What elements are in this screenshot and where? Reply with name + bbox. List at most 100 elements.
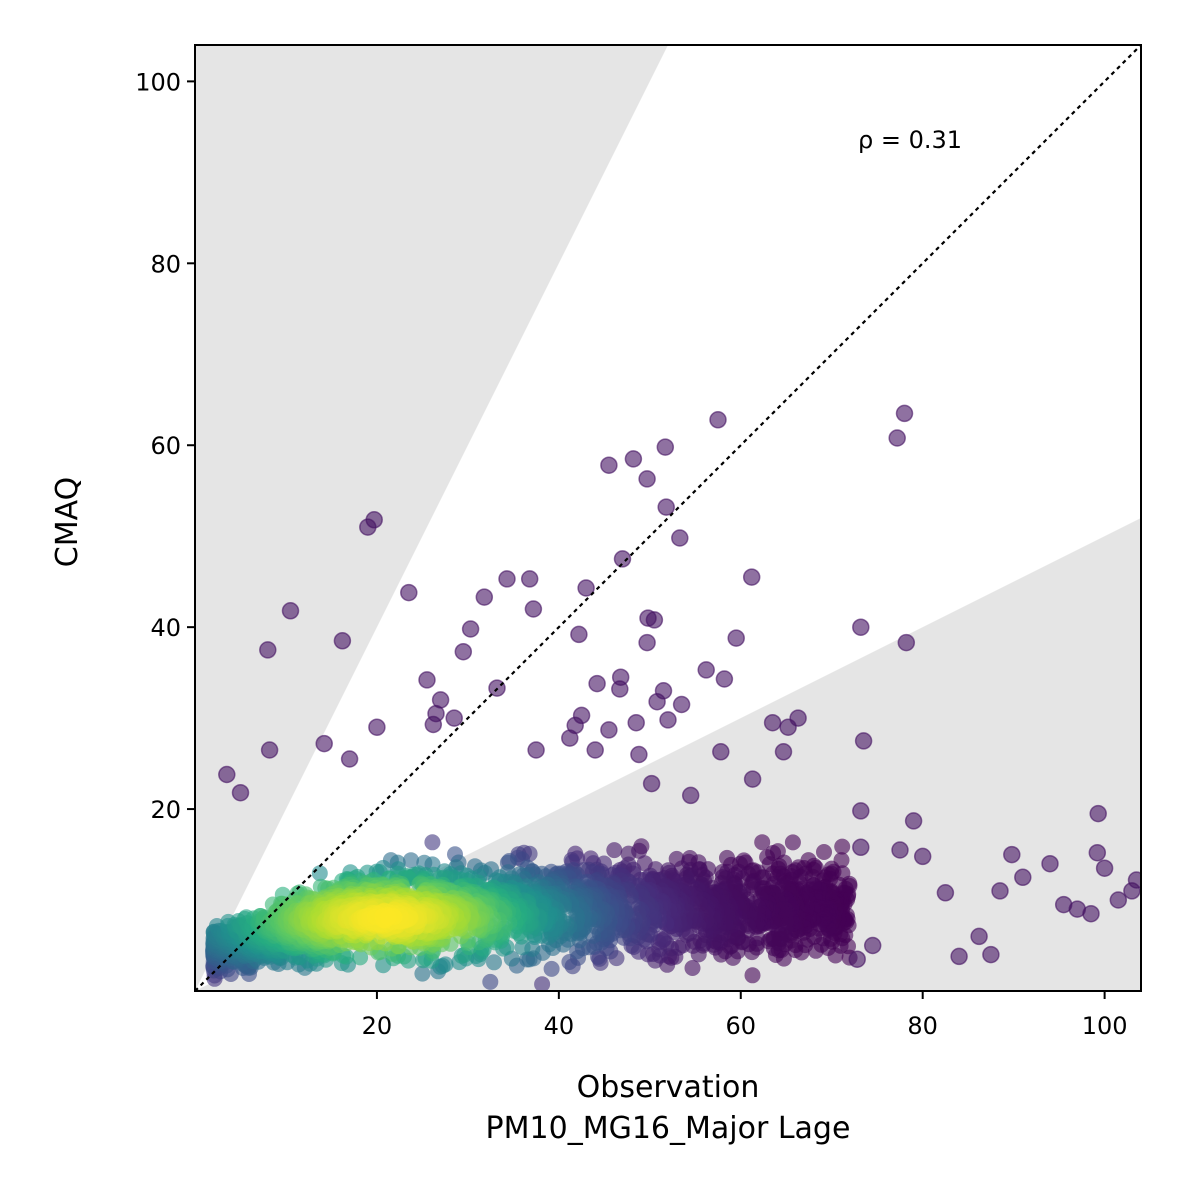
x-axis-label: Observation [577, 1070, 760, 1105]
density-point [754, 834, 771, 851]
scatter-point [259, 641, 277, 659]
scatter-point [611, 680, 629, 698]
density-point [424, 834, 441, 851]
density-point [816, 844, 832, 860]
scatter-point [527, 741, 545, 759]
scatter-point [315, 734, 333, 753]
x-tick-label: 100 [1082, 1012, 1128, 1040]
y-tick-label: 40 [150, 614, 181, 642]
correlation-annotation: ρ = 0.31 [858, 126, 962, 154]
scatter-point [1003, 845, 1021, 864]
scatter-point [1088, 843, 1107, 862]
scatter-point [970, 927, 988, 946]
scatter-point [340, 750, 359, 768]
scatter-point [672, 695, 691, 714]
scatter-point [638, 633, 656, 652]
scatter-point [461, 620, 480, 638]
density-point [403, 852, 419, 869]
scatter-point [600, 456, 618, 474]
scatter-point [627, 713, 645, 732]
shaded-region-upper [195, 45, 668, 991]
scatter-point [333, 632, 352, 650]
scatter-point [577, 579, 595, 597]
scatter-point [895, 404, 914, 423]
scatter-point [1095, 859, 1114, 877]
x-tick-label: 20 [362, 1012, 393, 1040]
scatter-point [897, 633, 916, 652]
density-point [352, 949, 369, 966]
density-point [684, 960, 701, 976]
plot-frame [194, 44, 1142, 992]
scatter-point [656, 438, 675, 456]
density-point [380, 909, 397, 926]
density-point [784, 834, 801, 851]
scatter-point [648, 692, 666, 711]
scatter-point [863, 936, 882, 955]
density-point [486, 954, 502, 971]
scatter-point [852, 802, 870, 820]
density-cloud [205, 834, 858, 991]
scatter-point [852, 838, 870, 857]
scatter-point [715, 670, 734, 688]
scatter-point [904, 812, 923, 830]
scatter-point [638, 470, 656, 488]
scatter-point [727, 629, 745, 647]
y-tick-label: 20 [150, 796, 181, 824]
scatter-point [588, 674, 606, 693]
scatter-point [712, 743, 730, 761]
scatter-point [697, 661, 715, 679]
scatter-point [742, 568, 761, 586]
density-point [606, 842, 623, 859]
y-axis-label: CMAQ [50, 477, 85, 567]
scatter-point [913, 847, 932, 866]
scatter-point [365, 511, 383, 529]
density-point [437, 956, 454, 973]
scatter-point [570, 625, 588, 644]
scatter-point [888, 429, 906, 447]
density-point [534, 976, 551, 991]
y-tick-label: 100 [135, 68, 181, 96]
y-axis-ticks: 20 40 60 80 100 [135, 68, 195, 824]
scatter-point [498, 570, 516, 588]
scatter-point [586, 741, 604, 759]
scatter-point [600, 721, 618, 739]
scatter-point [854, 732, 873, 750]
density-point [414, 965, 431, 982]
scatter-points [218, 404, 1141, 968]
scatter-point [218, 765, 236, 784]
scatter-point [671, 529, 689, 547]
scatter-point [1041, 854, 1059, 873]
scatter-point [400, 583, 418, 602]
scatter-point [231, 783, 250, 802]
density-point [482, 973, 499, 990]
scatter-point [454, 642, 473, 661]
scatter-point [852, 618, 870, 636]
scatter-point [950, 947, 968, 966]
scatter-point [1082, 904, 1100, 923]
scatter-point [424, 715, 443, 734]
scatter-point [659, 711, 677, 729]
scatter-point [1054, 895, 1073, 914]
x-axis-ticks: 20 40 60 80 100 [362, 991, 1128, 1040]
scatter-point [418, 671, 436, 689]
scatter-point [368, 718, 386, 736]
scatter-point [743, 770, 762, 788]
scatter-point [779, 718, 797, 736]
y-tick-label: 60 [150, 432, 181, 460]
scatter-point [681, 786, 700, 805]
scatter-point [524, 600, 543, 618]
x-tick-label: 60 [725, 1012, 756, 1040]
scatter-point [445, 709, 463, 727]
scatter-point [630, 745, 648, 764]
scatter-point [645, 611, 664, 629]
scatter-point [260, 741, 279, 759]
scatter-point [1127, 871, 1141, 889]
scatter-point [936, 884, 955, 902]
scatter-point [991, 882, 1009, 900]
y-tick-label: 80 [150, 250, 181, 278]
scatter-point [561, 729, 579, 747]
scatter-point [982, 945, 1000, 964]
scatter-point [1014, 868, 1032, 887]
scatter-point [642, 774, 661, 793]
x-tick-label: 40 [544, 1012, 575, 1040]
